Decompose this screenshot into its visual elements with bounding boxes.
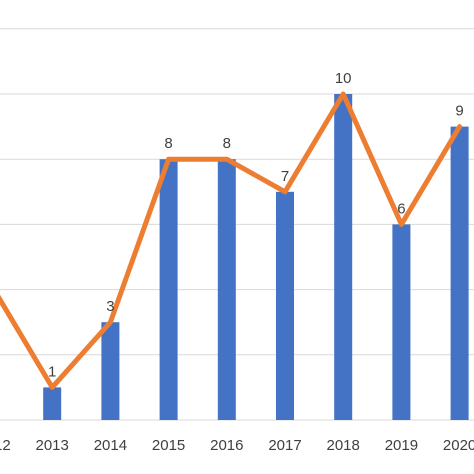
bar-2017: [276, 191, 294, 420]
x-tick-2018: 2018: [327, 437, 360, 454]
data-label-2019: 6: [397, 200, 405, 217]
data-labels: 1 3 8 8 7 10 6 9: [48, 70, 464, 380]
data-label-2017: 7: [281, 168, 289, 185]
x-axis-ticks: 2012 2013 2014 2015 2016 2017 2018 2019 2020: [0, 437, 474, 454]
x-tick-2019: 2019: [385, 437, 418, 454]
x-tick-2015: 2015: [152, 437, 185, 454]
data-label-2013: 1: [48, 363, 56, 380]
x-tick-2020: 2020: [443, 437, 474, 454]
bar-2019: [392, 224, 411, 420]
bar-2015: [159, 159, 178, 420]
x-tick-2017: 2017: [268, 437, 301, 454]
bar-2018: [334, 94, 353, 420]
x-tick-2014: 2014: [94, 437, 127, 454]
bar-series: [43, 94, 469, 420]
data-label-2015: 8: [164, 135, 172, 152]
bar-2020: [450, 126, 469, 420]
x-tick-2012: 2012: [0, 437, 11, 454]
bar-2014: [101, 322, 120, 420]
x-tick-2016: 2016: [210, 437, 243, 454]
line-series: [0, 91, 463, 390]
gridlines: [0, 28, 474, 421]
data-label-2014: 3: [106, 298, 114, 315]
data-label-2016: 8: [223, 135, 231, 152]
bar-2016: [217, 159, 236, 420]
x-tick-2013: 2013: [36, 437, 69, 454]
data-label-2020: 9: [455, 103, 463, 120]
data-label-2018: 10: [335, 70, 352, 87]
bar-2013: [43, 387, 62, 420]
